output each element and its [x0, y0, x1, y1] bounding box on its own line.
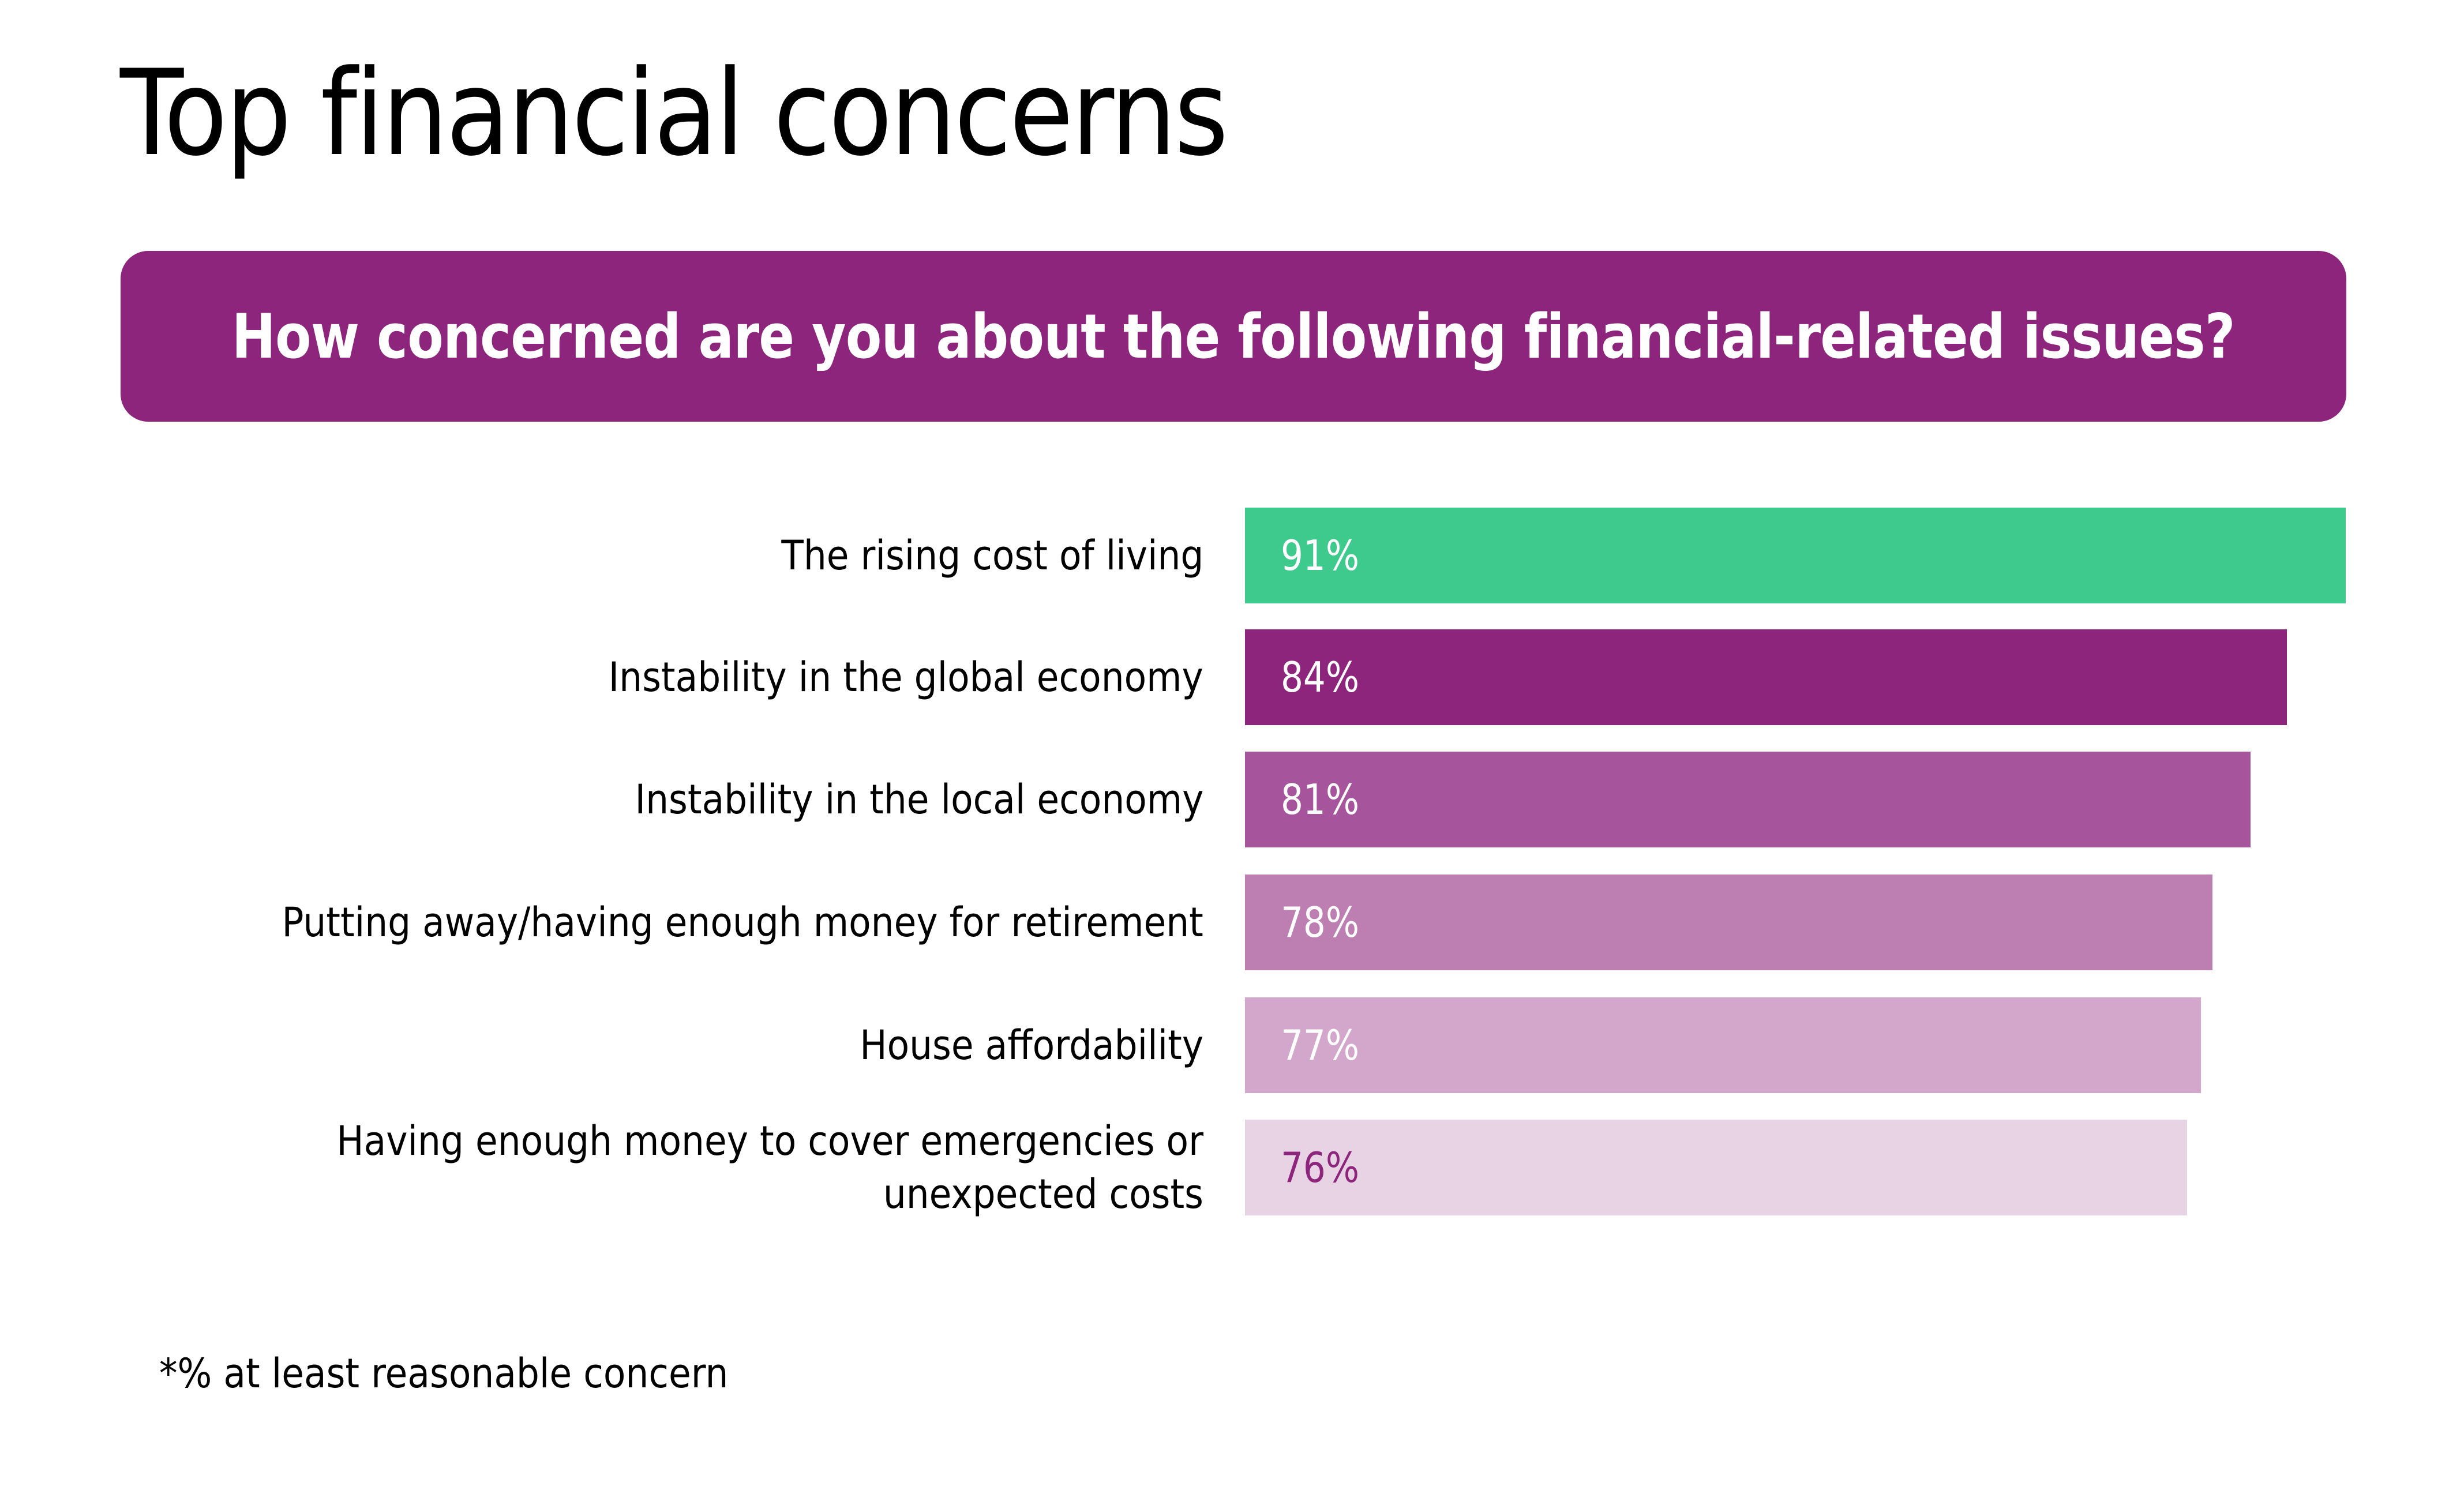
chart-row: House affordability 77%	[0, 997, 2464, 1093]
bar-label: Putting away/having enough money for ret…	[282, 899, 1203, 946]
chart-row: The rising cost of living 91%	[0, 508, 2464, 603]
bar-value: 78%	[1281, 898, 1360, 947]
question-text: How concerned are you about the followin…	[231, 301, 2236, 372]
bar-label: Instability in the global economy	[608, 654, 1203, 701]
chart-row: Instability in the local economy 81%	[0, 752, 2464, 847]
bar-value: 84%	[1281, 653, 1360, 701]
bar-value: 76%	[1281, 1143, 1360, 1192]
page-title: Top financial concerns	[120, 45, 1228, 182]
question-banner: How concerned are you about the followin…	[121, 251, 2346, 422]
footnote: *% at least reasonable concern	[159, 1350, 729, 1397]
bar: 84%	[1245, 629, 2287, 725]
bar-label: House affordability	[860, 1022, 1203, 1069]
bar-label: Instability in the local economy	[635, 776, 1203, 823]
bar-value: 91%	[1281, 531, 1360, 580]
bar: 81%	[1245, 752, 2251, 847]
bar-value: 77%	[1281, 1021, 1360, 1069]
bar: 77%	[1245, 997, 2201, 1093]
bar-label: The rising cost of living	[781, 532, 1203, 579]
bar-label: Having enough money to cover emergencies…	[336, 1117, 1203, 1218]
chart-row: Having enough money to cover emergencies…	[0, 1117, 2464, 1218]
bar: 91%	[1245, 508, 2346, 603]
chart-row: Putting away/having enough money for ret…	[0, 875, 2464, 970]
bar: 76%	[1245, 1120, 2187, 1215]
bar-value: 81%	[1281, 775, 1360, 824]
bar: 78%	[1245, 875, 2212, 970]
chart-row: Instability in the global economy 84%	[0, 629, 2464, 725]
